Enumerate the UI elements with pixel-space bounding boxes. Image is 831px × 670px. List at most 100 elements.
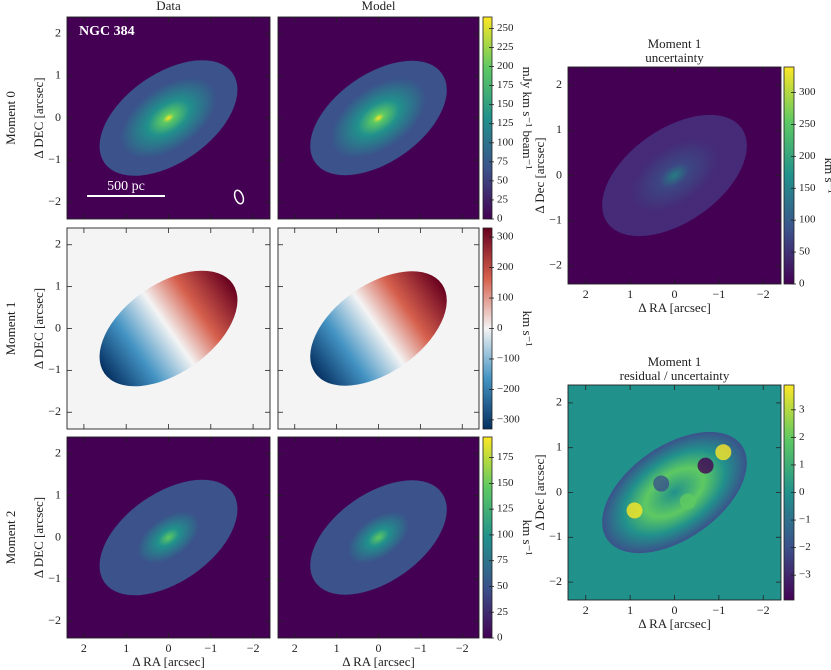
colorbar-tick-label: 3 <box>799 403 805 415</box>
y-tick-label: 0 <box>55 529 61 543</box>
galaxy-disk <box>99 60 238 176</box>
galaxy-disk <box>310 480 447 595</box>
colorbar-tick-label: −3 <box>799 569 811 581</box>
colorbar-tick-label: 300 <box>497 231 514 243</box>
y-tick-label: 1 <box>55 68 61 82</box>
colorbar-tick-label: 2 <box>799 431 805 443</box>
y-tick-label: −2 <box>549 258 562 272</box>
y-tick-label: −2 <box>48 194 61 208</box>
x-tick-label: 0 <box>166 641 172 655</box>
colorbar-tick-label: 250 <box>799 118 816 130</box>
map-panel: −2 −1 0 1 2 Δ DEC [arcsec] Moment 1 <box>3 227 271 430</box>
colorbar-tick-label: 200 <box>497 261 514 273</box>
x-axis-label: Δ RA [arcsec] <box>342 654 415 669</box>
x-tick-label: 1 <box>123 641 129 655</box>
colorbar-tick-label: 150 <box>497 477 514 489</box>
x-tick-label: −1 <box>712 603 725 617</box>
map-image <box>67 437 270 638</box>
row-label: Moment 2 <box>3 511 18 565</box>
map-texture <box>653 475 670 492</box>
row-label: Moment 0 <box>3 91 18 145</box>
y-tick-label: 0 <box>556 167 562 181</box>
colorbar-tick-label: 175 <box>497 451 514 463</box>
map-texture <box>697 457 714 474</box>
map-texture <box>679 493 696 510</box>
map-image <box>67 17 270 219</box>
x-tick-label: 2 <box>583 287 589 301</box>
colorbar-tick-label: 200 <box>497 60 514 72</box>
colorbar-tick-label: 50 <box>497 174 509 186</box>
x-tick-label: 1 <box>627 287 633 301</box>
map-image <box>568 67 781 284</box>
x-tick-label: −1 <box>204 641 217 655</box>
colorbar-tick-label: 175 <box>497 79 514 91</box>
x-tick-label: −2 <box>757 603 770 617</box>
map-panel: Model <box>277 0 480 220</box>
colorbar-tick-label: −300 <box>497 413 520 425</box>
map-texture <box>626 502 643 519</box>
colorbar-tick-label: 75 <box>497 155 509 167</box>
galaxy-disk <box>99 270 238 387</box>
colorbar-tick-label: 75 <box>497 554 509 566</box>
y-tick-label: 1 <box>556 122 562 136</box>
colorbar-tick-label: −100 <box>497 352 520 364</box>
colorbar <box>482 436 493 639</box>
map-panel: 2 1 0 −1 −2 Δ RA [arcsec] <box>277 436 480 669</box>
map-texture <box>715 444 732 461</box>
y-tick-label: −1 <box>48 152 61 166</box>
y-tick-label: −2 <box>48 613 61 627</box>
colorbar-tick-label: −1 <box>799 514 811 526</box>
row-label: Moment 1 <box>3 302 18 356</box>
y-tick-label: 2 <box>55 26 61 40</box>
colorbar-tick-label: 300 <box>799 86 816 98</box>
y-axis-label: Δ DEC [arcsec] <box>31 288 46 369</box>
x-tick-label: 2 <box>292 641 298 655</box>
colorbar-tick-label: 25 <box>497 606 509 618</box>
colorbar-tick-label: 225 <box>497 41 514 53</box>
panel-title: Moment 1 <box>648 36 702 51</box>
x-tick-label: −1 <box>414 641 427 655</box>
map-image <box>568 385 781 600</box>
colorbar-tick-label: 200 <box>799 150 816 162</box>
colorbar-tick-label: 125 <box>497 503 514 515</box>
y-tick-label: 0 <box>556 484 562 498</box>
panel-subtitle: uncertainty <box>645 50 704 65</box>
galaxy-disk <box>310 271 447 386</box>
map-image <box>278 437 479 638</box>
y-tick-label: 2 <box>55 237 61 251</box>
colorbar-tick-label: 25 <box>497 193 509 205</box>
column-title: Model <box>362 0 396 13</box>
colorbar-tick-label: 0 <box>497 632 503 644</box>
colorbar-tick-label: 0 <box>799 486 805 498</box>
colorbar-tick-label: 100 <box>497 136 514 148</box>
y-tick-label: −2 <box>549 574 562 588</box>
map-image <box>278 228 479 429</box>
colorbar-tick-label: 250 <box>497 22 514 34</box>
x-tick-label: −1 <box>712 287 725 301</box>
map-panel <box>277 227 480 430</box>
map-panel: 2 1 0 −1 −2 −2 −1 0 1 2 Δ RA [arcsec] Δ Dec [arcsec… <box>532 354 782 631</box>
colorbar-tick-label: 100 <box>497 528 514 540</box>
scale-bar-label: 500 pc <box>107 179 145 194</box>
colorbar-tick-label: −2 <box>799 541 811 553</box>
x-tick-label: −2 <box>757 287 770 301</box>
x-tick-label: −2 <box>456 641 469 655</box>
y-tick-label: 2 <box>55 446 61 460</box>
x-tick-label: 0 <box>672 287 678 301</box>
galaxy-name: NGC 384 <box>79 24 135 39</box>
y-tick-label: −1 <box>549 212 562 226</box>
galaxy-disk <box>310 60 447 176</box>
galaxy-disk <box>602 114 747 237</box>
colorbar-tick-label: 0 <box>497 213 503 225</box>
colorbar-tick-label: 100 <box>497 292 514 304</box>
column-title: Data <box>156 0 181 13</box>
x-axis-label: Δ RA [arcsec] <box>638 616 711 631</box>
x-tick-label: 0 <box>672 603 678 617</box>
y-tick-label: −2 <box>48 404 61 418</box>
panel-title: Moment 1 <box>648 354 702 369</box>
colorbar-tick-label: 50 <box>497 580 509 592</box>
map-panel: 2 1 0 −1 −2 −2 −1 0 1 2 Δ RA [arcsec] Δ Dec [arcsec… <box>532 36 782 315</box>
galaxy-disk <box>99 479 238 596</box>
colorbar-tick-label: 0 <box>497 322 503 334</box>
